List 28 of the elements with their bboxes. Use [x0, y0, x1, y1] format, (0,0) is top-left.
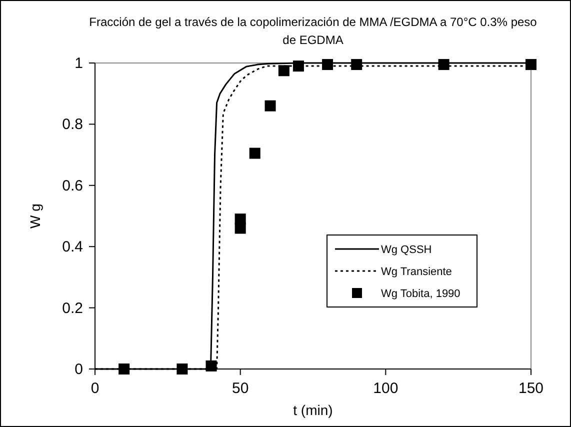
point	[292, 60, 304, 72]
point	[278, 65, 290, 76]
point	[176, 364, 188, 374]
x-tick-label: 150	[518, 380, 544, 397]
y-tick-label: 0.8	[62, 116, 83, 134]
point	[351, 59, 362, 70]
point	[438, 59, 450, 70]
point	[118, 364, 130, 374]
y-axis-title: W g	[27, 204, 43, 228]
point	[264, 100, 276, 112]
x-tick-label: 0	[90, 380, 100, 397]
legend-label: Wg Tobita, 1990	[381, 288, 460, 300]
legend-label: Wg Transiente	[381, 266, 452, 278]
chart-title: Fracción de gel a través de la copolimerización de MMA /EGDMA a 70°C 0.3% peso de EGDMA	[89, 15, 538, 47]
y-tick-label: 0.6	[62, 177, 83, 194]
x-tick-label: 100	[373, 380, 398, 397]
x-tick-label: 50	[232, 380, 249, 397]
point	[249, 148, 260, 159]
point	[206, 360, 217, 372]
x-axis-title: t (min)	[293, 402, 333, 418]
y-tick-label: 0.2	[62, 300, 83, 317]
point	[234, 222, 246, 234]
point	[322, 59, 334, 70]
y-tick-label: 0	[74, 361, 83, 378]
legend-label: Wg QSSH	[381, 244, 432, 256]
y-tick-label: 1	[74, 55, 83, 72]
y-tick-label: 0.4	[62, 238, 83, 256]
point	[526, 59, 536, 70]
